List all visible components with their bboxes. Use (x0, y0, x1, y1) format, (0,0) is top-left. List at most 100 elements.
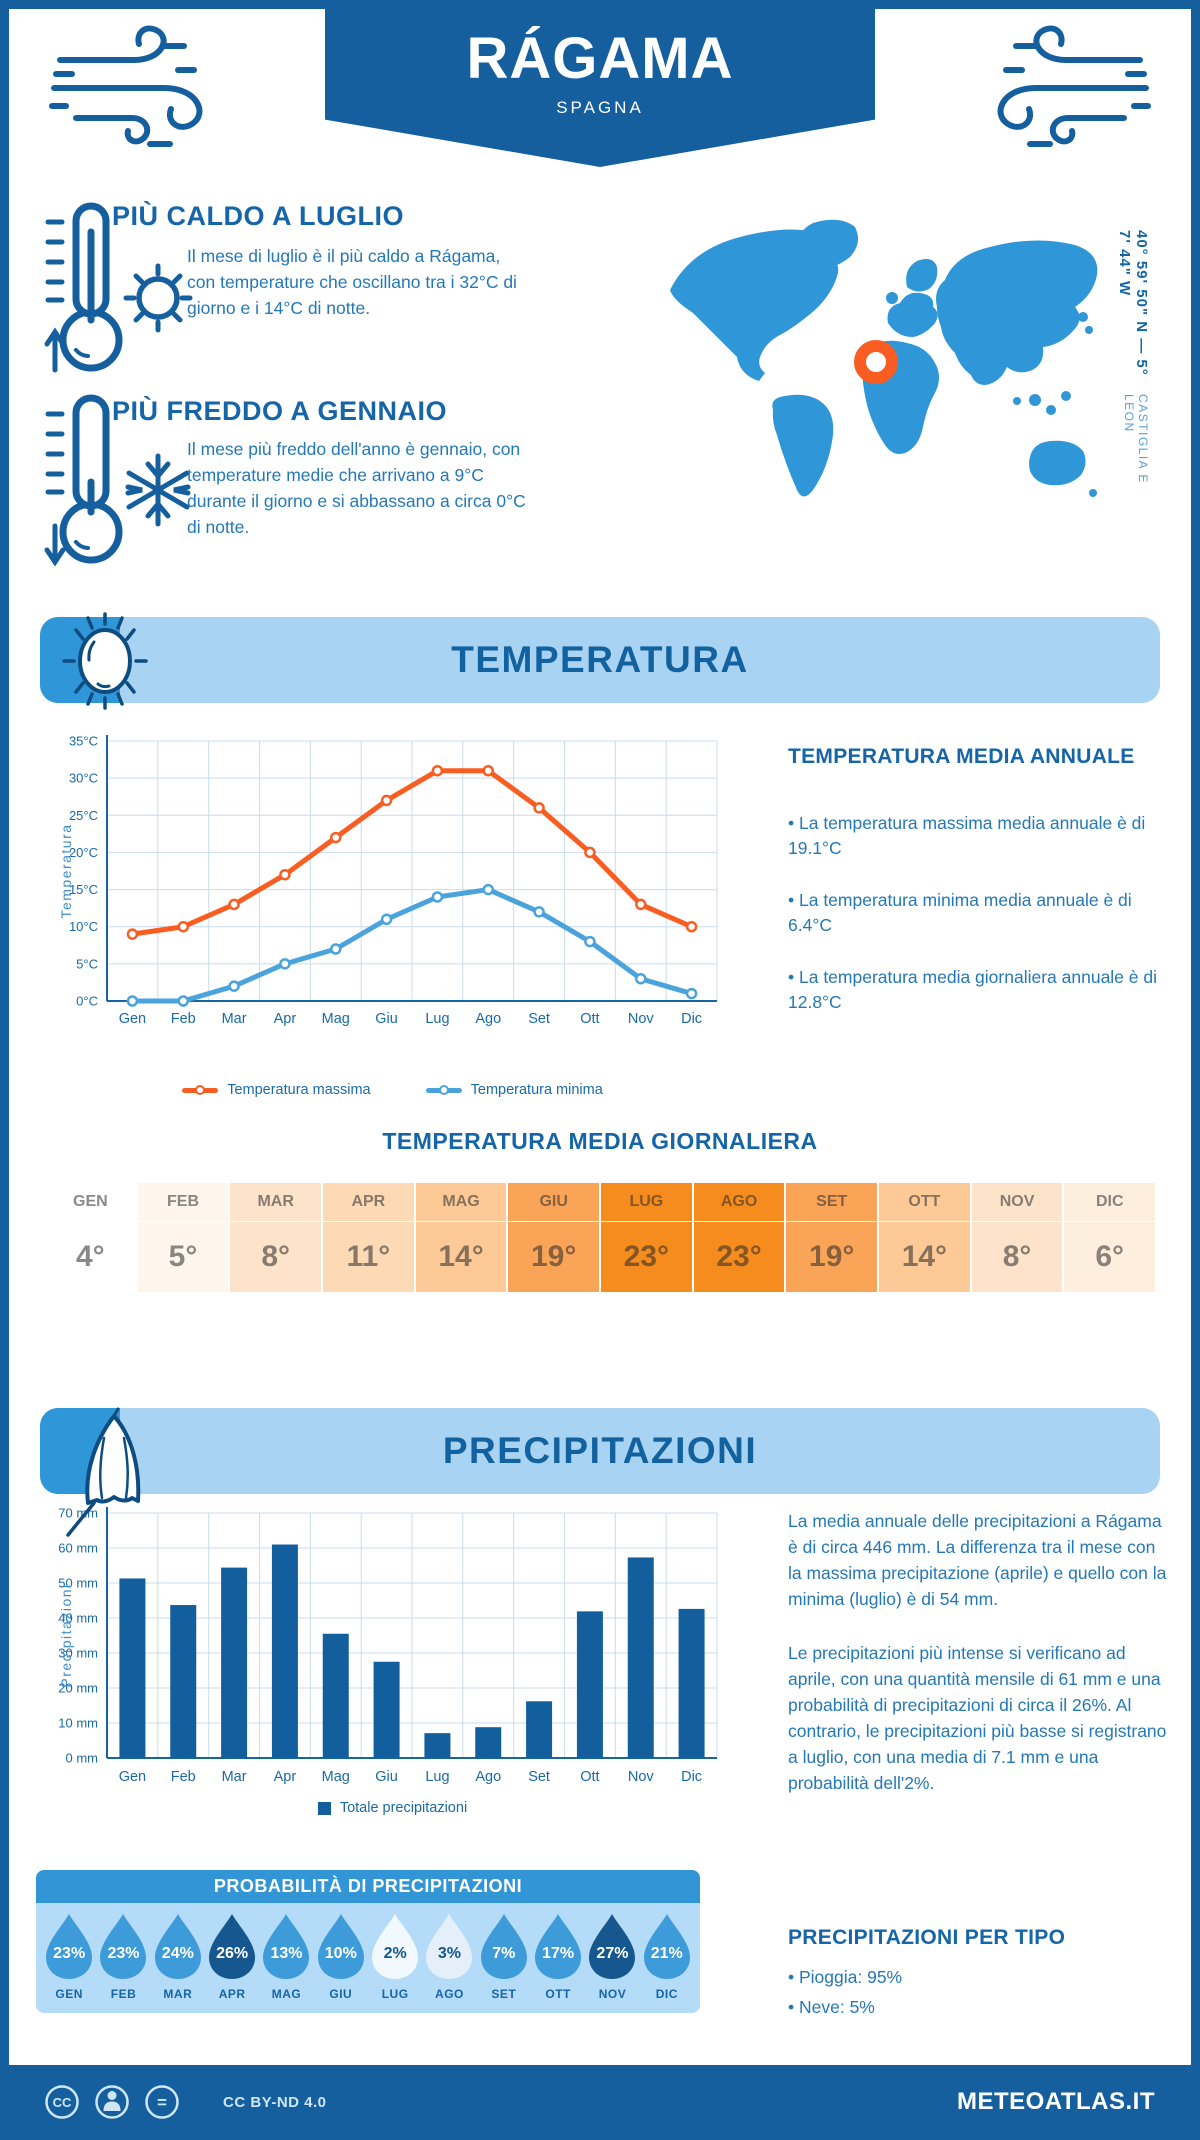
droplet-icon (480, 1914, 527, 1979)
svg-text:Ott: Ott (580, 1769, 599, 1785)
probability-droplet: 13% MAG (259, 1912, 313, 2013)
footer: CC = CC BY-ND 4.0 METEOATLAS.IT (0, 2065, 1200, 2140)
droplet-icon (643, 1914, 690, 1979)
svg-text:Temperatura: Temperatura (58, 823, 74, 918)
table-temperature-value: 8° (230, 1222, 322, 1292)
svg-text:5°C: 5°C (76, 956, 98, 971)
svg-text:Mag: Mag (322, 1769, 350, 1785)
creative-commons-icons: CC = (45, 2085, 179, 2119)
svg-text:Ott: Ott (580, 1011, 599, 1027)
legend-item-min: Temperatura minima (425, 1082, 603, 1098)
table-month-label: OTT (879, 1183, 970, 1221)
probability-value: 3% (437, 1945, 462, 1962)
svg-text:Mar: Mar (222, 1011, 247, 1027)
precipitation-text-block: La media annuale delle precipitazioni a … (788, 1508, 1168, 1824)
probability-value: 26% (216, 1945, 249, 1962)
world-map (670, 219, 1098, 497)
by-type-item: • Pioggia: 95% (788, 1967, 903, 1987)
table-temperature-value: 5° (137, 1222, 229, 1292)
probability-droplet: 24% MAR (151, 1912, 205, 2013)
precipitation-by-type-block: PRECIPITAZIONI PER TIPO • Pioggia: 95% •… (788, 1926, 1168, 2022)
droplet-month-label: NOV (598, 1987, 627, 2001)
svg-text:25°C: 25°C (69, 808, 98, 823)
probability-value: 23% (53, 1945, 86, 1962)
by-type-item: • Neve: 5% (788, 1997, 875, 2017)
droplet-icon (372, 1914, 419, 1979)
probability-droplet: 23% GEN (42, 1912, 96, 2013)
svg-text:Dic: Dic (681, 1769, 702, 1785)
temperature-table-column: AGO 23° (693, 1183, 785, 1292)
table-month-label: MAG (415, 1183, 507, 1221)
svg-text:10°C: 10°C (69, 919, 98, 934)
droplet-icon (426, 1914, 473, 1979)
daily-temperature-title: TEMPERATURA MEDIA GIORNALIERA (382, 1128, 818, 1154)
table-month-label: GEN (45, 1183, 136, 1221)
monthly-temperature-table: GEN 4° FEB 5° MAR 8° APR 11° MAG 14° GIU 19° LUG 23° A… (45, 1183, 1156, 1292)
droplet-icon (263, 1914, 310, 1979)
temperature-table-column: SET 19° (786, 1183, 878, 1292)
table-month-label: MAR (230, 1183, 322, 1221)
svg-text:15°C: 15°C (69, 882, 98, 897)
droplet-month-label: AGO (435, 1987, 464, 2001)
temperature-table-column: GIU 19° (508, 1183, 600, 1292)
svg-text:10 mm: 10 mm (58, 1716, 98, 1731)
svg-text:20 mm: 20 mm (58, 1681, 98, 1696)
brand-text: METEOATLAS.IT (956, 2088, 1155, 2115)
probability-droplet: 10% GIU (314, 1912, 368, 2013)
legend-label-total: Totale precipitazioni (339, 1800, 468, 1816)
legend-item-total: Totale precipitazioni (317, 1800, 468, 1816)
probability-value: 21% (650, 1945, 683, 1962)
probability-droplet: 17% OTT (531, 1912, 585, 2013)
table-temperature-value: 11° (323, 1222, 414, 1292)
precipitation-probability-panel: PROBABILITÀ DI PRECIPITAZIONI 23% GEN 23%… (36, 1870, 700, 2013)
probability-droplet: 7% SET (477, 1912, 531, 2013)
temperature-chart: 0°C 5°C 10°C 15°C 20°C 25°C 30°C 35°C Gen Feb Mar A… (58, 734, 718, 1027)
temperature-table-column: LUG 23° (601, 1183, 692, 1292)
svg-text:30 mm: 30 mm (58, 1646, 98, 1661)
temperature-table-column: NOV 8° (971, 1183, 1063, 1292)
probability-droplet: 3% AGO (422, 1912, 476, 2013)
legend-item-max: Temperatura massima (182, 1082, 371, 1098)
svg-text:Feb: Feb (171, 1011, 196, 1027)
droplet-month-label: SET (491, 1987, 517, 2001)
svg-text:40 mm: 40 mm (58, 1611, 98, 1626)
svg-text:Apr: Apr (274, 1769, 297, 1785)
svg-text:0 mm: 0 mm (66, 1751, 99, 1766)
temperature-table-column: FEB 5° (137, 1183, 229, 1292)
cold-highlight-text: Il mese più freddo dell'anno è gennaio, … (187, 439, 526, 537)
svg-text:Giu: Giu (375, 1011, 398, 1027)
page-title: RÁGAMA (466, 26, 734, 91)
probability-droplet: 23% FEB (96, 1912, 150, 2013)
probability-title: PROBABILITÀ DI PRECIPITAZIONI (36, 1870, 700, 1903)
svg-text:0°C: 0°C (76, 994, 98, 1009)
umbrella-icon (66, 1407, 141, 1537)
droplet-icon (589, 1914, 636, 1979)
svg-text:Gen: Gen (119, 1011, 146, 1027)
min-line-marker (425, 1084, 462, 1095)
probability-droplet: 21% DIC (640, 1912, 694, 2013)
probability-value: 2% (383, 1945, 407, 1962)
svg-text:Nov: Nov (628, 1011, 655, 1027)
svg-text:CC: CC (53, 2095, 72, 2110)
table-temperature-value: 23° (601, 1222, 692, 1292)
annual-bullet: • La temperatura massima media annuale è… (788, 813, 1146, 858)
precipitation-section-banner: PRECIPITAZIONI (40, 1408, 1160, 1494)
thermometer-sun-icon (44, 202, 193, 373)
svg-text:Apr: Apr (274, 1011, 297, 1027)
probability-value: 17% (542, 1945, 575, 1962)
svg-text:Lug: Lug (425, 1769, 449, 1785)
temperature-table-column: MAR 8° (230, 1183, 322, 1292)
license-text: CC BY-ND 4.0 (223, 2094, 327, 2111)
location-marker-icon (854, 340, 898, 384)
svg-text:Dic: Dic (681, 1011, 702, 1027)
svg-text:=: = (157, 2093, 167, 2112)
probability-value: 27% (596, 1945, 629, 1962)
svg-text:Ago: Ago (475, 1011, 501, 1027)
annual-bullet: • La temperatura minima media annuale è … (788, 890, 1132, 935)
droplet-month-label: MAG (271, 1987, 302, 2001)
wind-icon (964, 22, 1154, 162)
droplet-month-label: GIU (329, 1987, 353, 2001)
cold-highlight-title: PIÙ FREDDO A GENNAIO (112, 396, 448, 426)
table-month-label: APR (323, 1183, 414, 1221)
probability-droplet: 26% APR (205, 1912, 259, 2013)
